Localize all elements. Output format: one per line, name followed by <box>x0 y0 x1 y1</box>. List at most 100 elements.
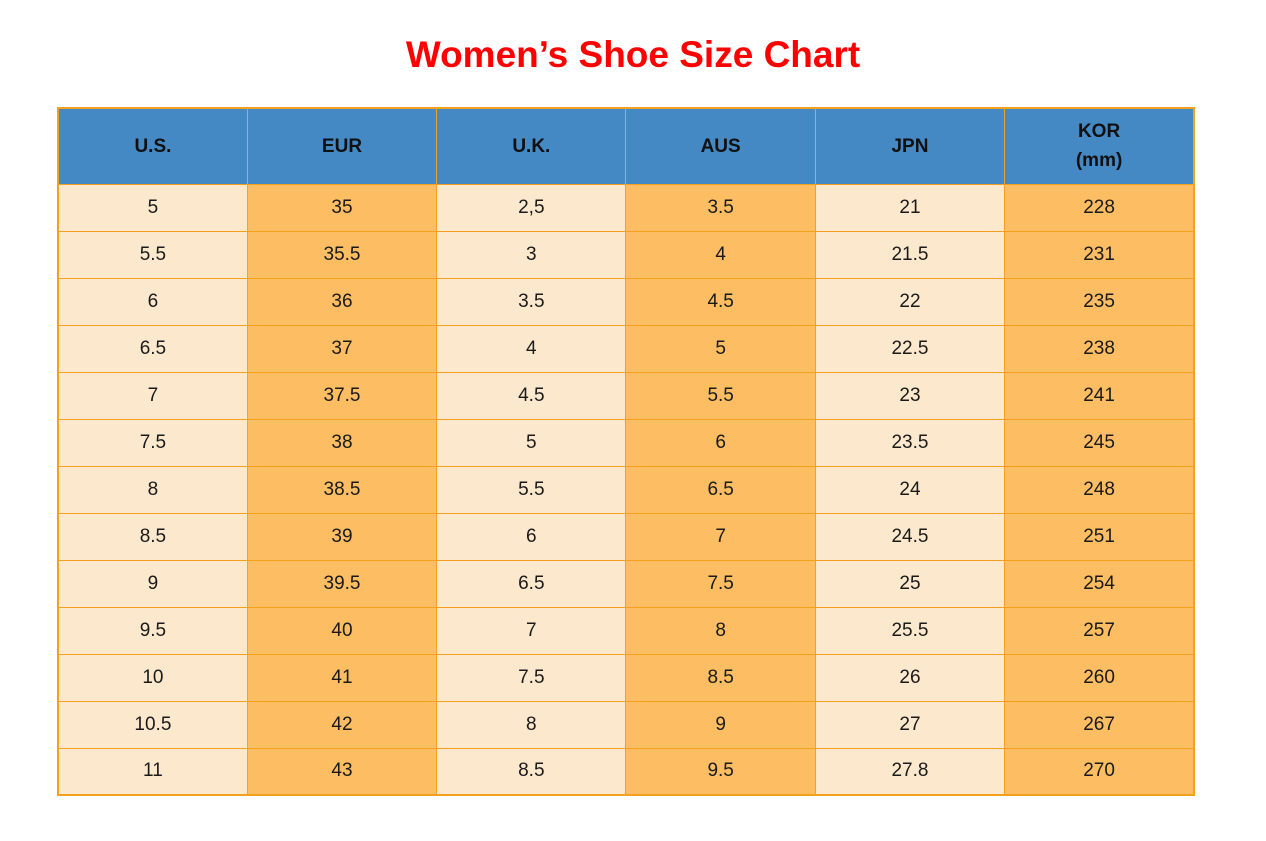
table-cell: 251 <box>1004 512 1195 561</box>
table-row: 7 37.5 4.5 5.5 23 241 <box>57 371 1195 420</box>
table-cell: 39 <box>246 512 438 561</box>
table-cell: 7 <box>436 606 627 655</box>
table-cell: 228 <box>1004 183 1195 232</box>
table-row: 6.5 37 4 5 22.5 238 <box>57 324 1195 373</box>
table-cell: 260 <box>1004 653 1195 702</box>
table-cell: 5.5 <box>625 371 816 420</box>
table-cell: 8 <box>625 606 816 655</box>
table-cell: 5.5 <box>57 230 248 279</box>
table-cell: 9.5 <box>57 606 248 655</box>
table-cell: 2,5 <box>436 183 627 232</box>
table-cell: 4 <box>625 230 816 279</box>
table-cell: 38.5 <box>246 465 438 514</box>
column-header-label: JPN <box>891 135 929 157</box>
column-header-jpn: JPN <box>814 107 1006 185</box>
table-cell: 37.5 <box>246 371 438 420</box>
table-cell: 8.5 <box>625 653 816 702</box>
column-header-sublabel: (mm) <box>1075 150 1123 172</box>
column-header-label: KOR <box>1077 120 1121 142</box>
table-cell: 257 <box>1004 606 1195 655</box>
table-cell: 9 <box>625 700 816 749</box>
table-cell: 238 <box>1004 324 1195 373</box>
table-cell: 27 <box>814 700 1006 749</box>
table-cell: 231 <box>1004 230 1195 279</box>
table-cell: 7 <box>625 512 816 561</box>
table-cell: 25 <box>814 559 1006 608</box>
table-cell: 37 <box>246 324 438 373</box>
column-header-us: U.S. <box>57 107 248 185</box>
table-cell: 21 <box>814 183 1006 232</box>
table-row: 11 43 8.5 9.5 27.8 270 <box>57 747 1195 796</box>
table-cell: 35.5 <box>246 230 438 279</box>
table-cell: 8.5 <box>57 512 248 561</box>
table-row: 9 39.5 6.5 7.5 25 254 <box>57 559 1195 608</box>
table-cell: 5 <box>625 324 816 373</box>
shoe-size-table: U.S. EUR U.K. AUS JPN KOR (mm) 5 35 2,5 3.5 21 228 5… <box>57 107 1195 796</box>
table-cell: 10.5 <box>57 700 248 749</box>
table-cell: 241 <box>1004 371 1195 420</box>
table-cell: 36 <box>246 277 438 326</box>
table-cell: 24 <box>814 465 1006 514</box>
table-cell: 270 <box>1004 747 1195 796</box>
table-cell: 245 <box>1004 418 1195 467</box>
table-cell: 42 <box>246 700 438 749</box>
table-cell: 23 <box>814 371 1006 420</box>
table-cell: 4.5 <box>625 277 816 326</box>
table-cell: 8 <box>436 700 627 749</box>
table-cell: 40 <box>246 606 438 655</box>
table-row: 10 41 7.5 8.5 26 260 <box>57 653 1195 702</box>
table-cell: 39.5 <box>246 559 438 608</box>
table-cell: 8 <box>57 465 248 514</box>
table-cell: 21.5 <box>814 230 1006 279</box>
column-header-kor: KOR (mm) <box>1004 107 1195 185</box>
table-cell: 267 <box>1004 700 1195 749</box>
table-cell: 35 <box>246 183 438 232</box>
table-cell: 4 <box>436 324 627 373</box>
table-cell: 3.5 <box>436 277 627 326</box>
table-cell: 41 <box>246 653 438 702</box>
column-header-label: U.K. <box>512 135 551 157</box>
table-cell: 5.5 <box>436 465 627 514</box>
table-row: 5.5 35.5 3 4 21.5 231 <box>57 230 1195 279</box>
table-row: 5 35 2,5 3.5 21 228 <box>57 183 1195 232</box>
table-cell: 7.5 <box>436 653 627 702</box>
column-header-label: EUR <box>321 135 363 157</box>
column-header-label: U.S. <box>134 135 172 157</box>
table-cell: 11 <box>57 747 248 796</box>
table-cell: 6 <box>57 277 248 326</box>
table-cell: 6.5 <box>625 465 816 514</box>
table-cell: 9 <box>57 559 248 608</box>
table-cell: 7.5 <box>57 418 248 467</box>
table-cell: 25.5 <box>814 606 1006 655</box>
table-cell: 22.5 <box>814 324 1006 373</box>
table-cell: 8.5 <box>436 747 627 796</box>
column-header-uk: U.K. <box>436 107 627 185</box>
table-cell: 6.5 <box>436 559 627 608</box>
table-cell: 7.5 <box>625 559 816 608</box>
table-row: 9.5 40 7 8 25.5 257 <box>57 606 1195 655</box>
table-cell: 9.5 <box>625 747 816 796</box>
table-row: 8.5 39 6 7 24.5 251 <box>57 512 1195 561</box>
table-cell: 248 <box>1004 465 1195 514</box>
table-cell: 6 <box>436 512 627 561</box>
column-header-label: AUS <box>700 135 741 157</box>
table-row: 8 38.5 5.5 6.5 24 248 <box>57 465 1195 514</box>
table-cell: 22 <box>814 277 1006 326</box>
column-header-eur: EUR <box>246 107 438 185</box>
table-header-row: U.S. EUR U.K. AUS JPN KOR (mm) <box>57 107 1195 185</box>
table-cell: 10 <box>57 653 248 702</box>
page-title: Women’s Shoe Size Chart <box>405 34 861 75</box>
table-body: 5 35 2,5 3.5 21 228 5.5 35.5 3 4 21.5 231 6 36 3.5 4.5 2… <box>57 183 1195 796</box>
table-cell: 26 <box>814 653 1006 702</box>
table-cell: 24.5 <box>814 512 1006 561</box>
table-cell: 5 <box>57 183 248 232</box>
table-row: 7.5 38 5 6 23.5 245 <box>57 418 1195 467</box>
table-cell: 3 <box>436 230 627 279</box>
table-row: 6 36 3.5 4.5 22 235 <box>57 277 1195 326</box>
table-cell: 38 <box>246 418 438 467</box>
table-cell: 3.5 <box>625 183 816 232</box>
table-cell: 5 <box>436 418 627 467</box>
table-cell: 235 <box>1004 277 1195 326</box>
table-cell: 23.5 <box>814 418 1006 467</box>
table-cell: 6 <box>625 418 816 467</box>
